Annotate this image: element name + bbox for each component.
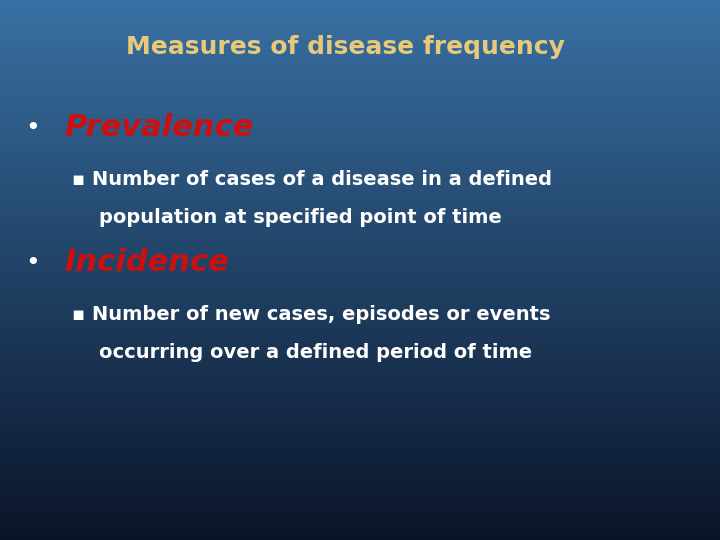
Text: Incidence: Incidence [65,248,230,278]
Text: •: • [25,116,40,140]
Text: •: • [25,251,40,275]
Text: ▪ Number of new cases, episodes or events: ▪ Number of new cases, episodes or event… [72,305,551,324]
Text: Prevalence: Prevalence [65,113,254,143]
Text: population at specified point of time: population at specified point of time [72,208,502,227]
Text: ▪ Number of cases of a disease in a defined: ▪ Number of cases of a disease in a defi… [72,170,552,189]
Text: occurring over a defined period of time: occurring over a defined period of time [72,343,532,362]
Text: Measures of disease frequency: Measures of disease frequency [126,35,565,59]
